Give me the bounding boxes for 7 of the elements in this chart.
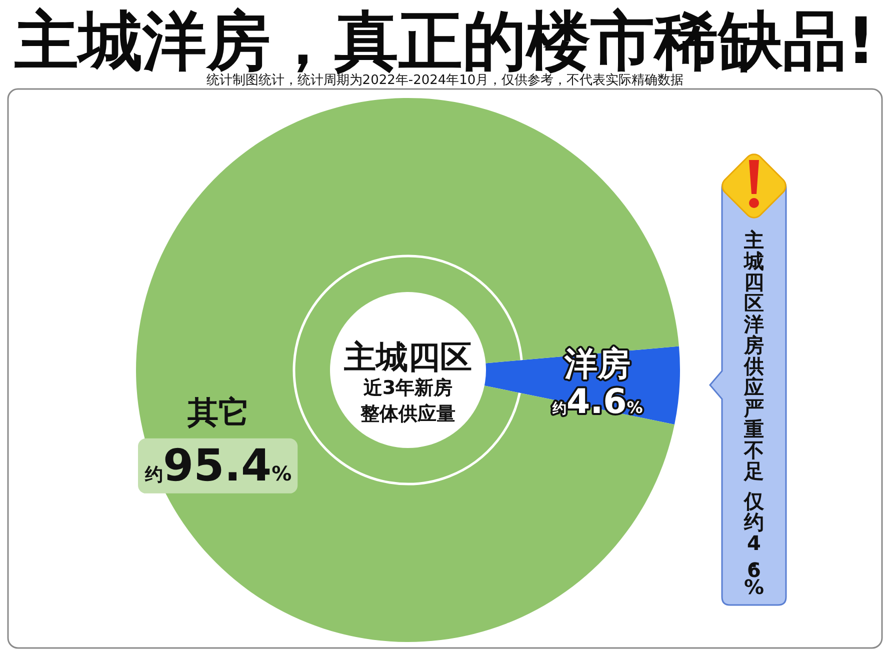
- slice-label: 洋房: [564, 344, 631, 383]
- text: 主城四区: [343, 338, 472, 376]
- text: 整体供应量: [360, 403, 456, 425]
- slice-label: 其它: [186, 395, 250, 432]
- donut-slice: [136, 98, 679, 642]
- text: 主城四区洋房供应严重不足: [744, 228, 764, 483]
- text: 近3年新房: [362, 377, 453, 399]
